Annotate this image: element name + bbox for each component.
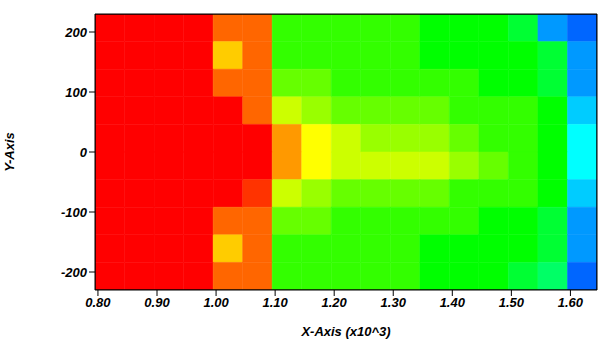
svg-text:0: 0 [80,145,88,160]
svg-text:1.50: 1.50 [499,295,525,310]
svg-text:100: 100 [65,85,87,100]
svg-text:-100: -100 [61,205,88,220]
svg-text:X-Axis (x10^3): X-Axis (x10^3) [300,324,390,339]
svg-text:1.20: 1.20 [322,295,348,310]
svg-text:1.00: 1.00 [203,295,229,310]
svg-text:Y-Axis: Y-Axis [2,132,17,172]
svg-text:1.60: 1.60 [558,295,584,310]
svg-text:1.40: 1.40 [440,295,466,310]
svg-text:200: 200 [64,25,87,40]
svg-text:-200: -200 [61,265,88,280]
svg-text:0.90: 0.90 [144,295,170,310]
svg-text:1.10: 1.10 [262,295,288,310]
svg-text:0.80: 0.80 [85,295,111,310]
svg-text:1.30: 1.30 [381,295,407,310]
